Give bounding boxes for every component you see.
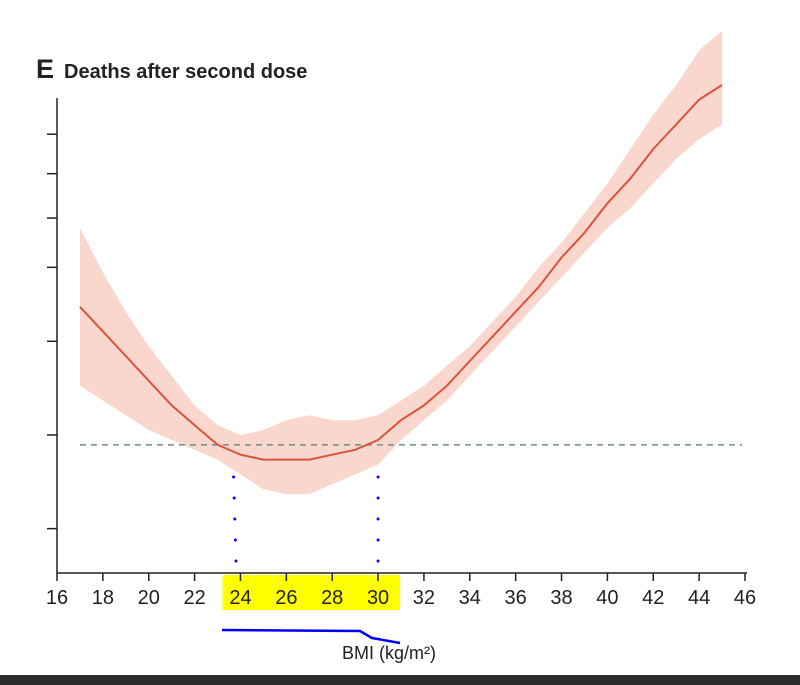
x-tick-label-44: 44: [688, 587, 710, 609]
annotation-dot-1-4: [376, 559, 380, 563]
panel-letter: E: [36, 54, 55, 84]
x-tick-label-34: 34: [459, 587, 481, 609]
x-tick-label-38: 38: [550, 587, 572, 609]
bottom-bar: [0, 675, 800, 685]
tick-highlight: [222, 575, 401, 610]
x-tick-label-36: 36: [505, 587, 527, 609]
confidence-band: [79, 30, 723, 495]
x-tick-label-22: 22: [183, 587, 205, 609]
x-tick-label-16: 16: [46, 587, 68, 609]
annotation-dot-1-0: [376, 475, 380, 479]
x-tick-label-20: 20: [138, 587, 160, 609]
curve-line: [79, 84, 723, 461]
x-tick-label-28: 28: [321, 587, 343, 609]
x-tick-label-46: 46: [734, 587, 756, 609]
annotation-dot-1-1: [376, 496, 380, 500]
annotation-dot-0-3: [233, 538, 237, 542]
chart-title: E Deaths after second dose: [36, 54, 307, 84]
x-tick-label-32: 32: [413, 587, 435, 609]
x-tick-label-26: 26: [275, 587, 297, 609]
x-tick-label-18: 18: [92, 587, 114, 609]
x-tick-label-42: 42: [642, 587, 664, 609]
annotation-dot-0-0: [232, 475, 236, 479]
annotation-dot-0-2: [233, 517, 237, 521]
x-axis-label: BMI (kg/m²): [342, 643, 436, 663]
annotation-dot-1-2: [376, 517, 380, 521]
x-tick-label-24: 24: [229, 587, 251, 609]
x-tick-label-30: 30: [367, 587, 389, 609]
annotation-underline: [221, 628, 401, 645]
panel-title: Deaths after second dose: [64, 61, 308, 83]
annotation-dot-1-3: [376, 538, 380, 542]
annotation-dot-0-1: [232, 496, 236, 500]
x-tick-label-40: 40: [596, 587, 618, 609]
annotation-dot-0-4: [234, 559, 238, 563]
